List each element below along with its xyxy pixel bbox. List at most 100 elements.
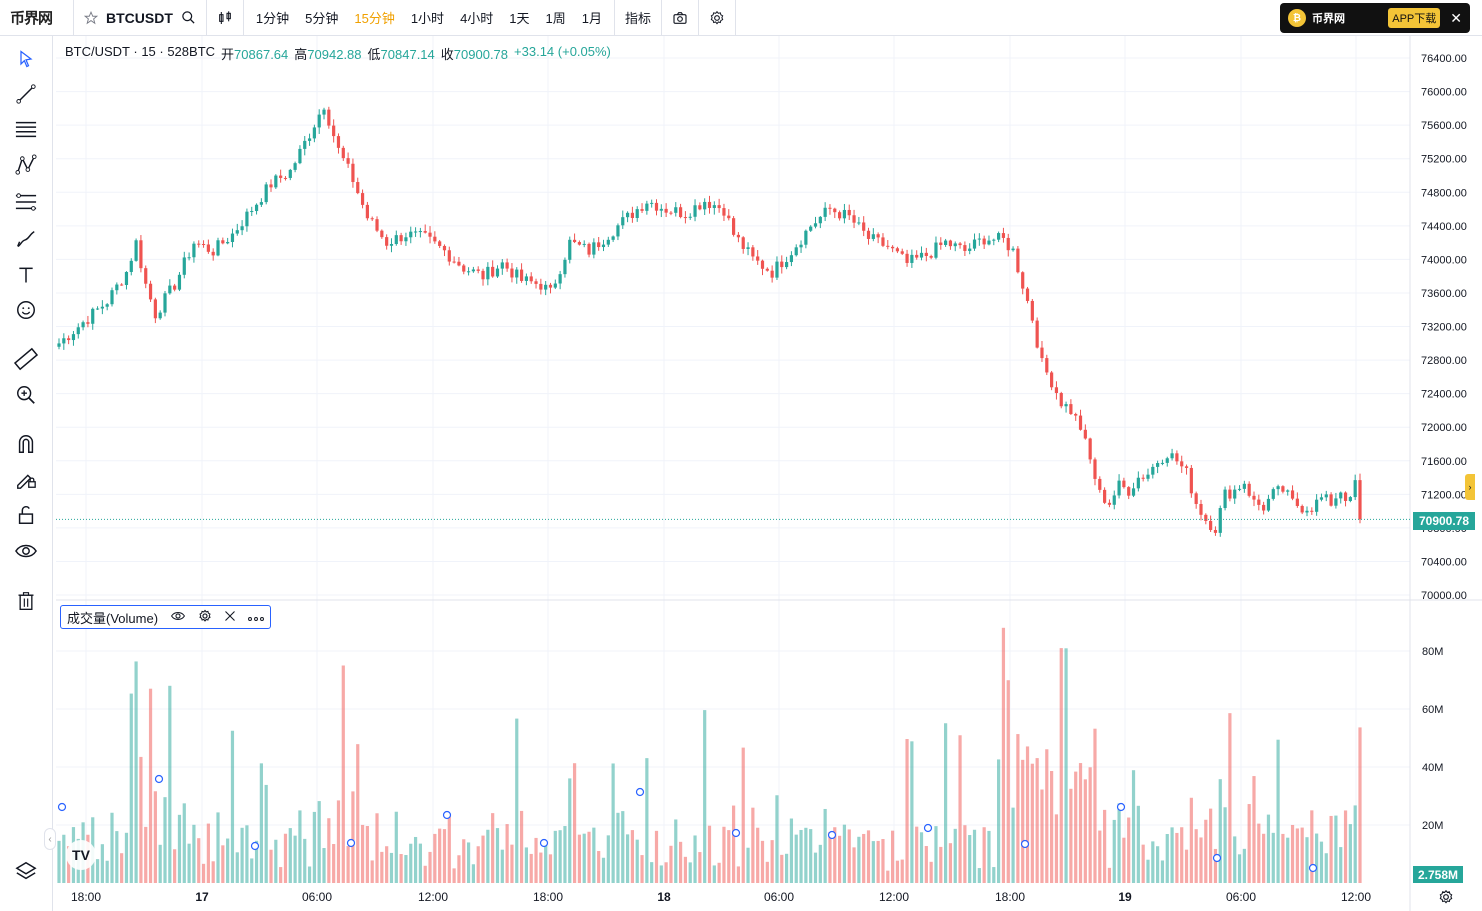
trend-line-tool[interactable] bbox=[13, 83, 39, 109]
event-marker[interactable] bbox=[346, 838, 356, 848]
event-marker[interactable] bbox=[1212, 853, 1222, 863]
interval-1m[interactable]: 1分钟 bbox=[255, 11, 290, 26]
expand-panel-button[interactable]: › bbox=[1465, 474, 1475, 500]
eye-icon[interactable] bbox=[170, 609, 186, 626]
candle-body bbox=[404, 237, 408, 242]
candle-body bbox=[746, 247, 750, 249]
app-download-button[interactable]: APP下载 bbox=[1388, 8, 1441, 28]
volume-bar bbox=[336, 800, 341, 883]
layers-tool[interactable] bbox=[13, 860, 39, 886]
volume-bar bbox=[486, 829, 490, 883]
emoji-tool[interactable] bbox=[13, 299, 39, 325]
indicators-button[interactable]: 指标 bbox=[615, 0, 663, 36]
event-marker[interactable] bbox=[442, 810, 452, 820]
zoom-tool[interactable] bbox=[13, 384, 39, 410]
collapse-toolbar-button[interactable]: ‹ bbox=[44, 828, 56, 850]
lock-all-tool[interactable] bbox=[13, 504, 39, 530]
volume-bar bbox=[862, 833, 866, 883]
app-download-banner[interactable]: ₿ 币界网 APP下载 ✕ bbox=[1280, 3, 1470, 33]
site-logo[interactable]: 币界网 bbox=[0, 0, 74, 36]
volume-bar bbox=[399, 854, 403, 883]
candle-body bbox=[288, 169, 292, 178]
event-marker[interactable] bbox=[635, 787, 645, 797]
volume-bar bbox=[688, 862, 692, 883]
interval-5m[interactable]: 5分钟 bbox=[305, 11, 339, 26]
candle-body bbox=[57, 343, 61, 347]
chart-type-button[interactable] bbox=[207, 0, 244, 36]
interval-1w[interactable]: 1周 bbox=[545, 11, 566, 26]
event-marker[interactable] bbox=[827, 830, 837, 840]
candle-body bbox=[1175, 453, 1179, 462]
magnet-tool[interactable] bbox=[13, 433, 39, 459]
search-icon[interactable] bbox=[181, 10, 196, 25]
candle-body bbox=[177, 274, 182, 290]
fib-tool[interactable] bbox=[13, 191, 39, 217]
visibility-tool[interactable] bbox=[13, 540, 39, 566]
interval-4h[interactable]: 4小时 bbox=[460, 11, 494, 26]
price-axis[interactable]: 76400.00 76000.00 75600.00 75200.00 74800.00… bbox=[1421, 53, 1467, 602]
remove-drawings-tool[interactable] bbox=[13, 590, 39, 616]
tradingview-logo[interactable]: TV bbox=[66, 840, 96, 870]
event-marker[interactable] bbox=[57, 802, 67, 812]
volume-bar bbox=[1021, 759, 1025, 883]
volume-bar bbox=[235, 852, 239, 883]
volume-bar bbox=[915, 826, 919, 883]
ruler-tool[interactable] bbox=[13, 347, 39, 374]
event-marker[interactable] bbox=[250, 841, 260, 851]
time-axis[interactable]: 18:00 17 06:00 12:00 18:00 18 06:00 12:00 18:00 1… bbox=[71, 890, 1371, 904]
lock-drawing-tool[interactable] bbox=[13, 468, 39, 494]
candle-body bbox=[972, 239, 977, 249]
candle-body bbox=[438, 241, 442, 246]
legend-title[interactable]: BTC/USDT · 15 · 528BTC bbox=[65, 44, 216, 59]
close-icon[interactable]: ✕ bbox=[1450, 9, 1462, 26]
volume-bar bbox=[221, 845, 225, 883]
volume-bar bbox=[1146, 859, 1150, 883]
event-marker[interactable] bbox=[1116, 802, 1126, 812]
event-marker[interactable] bbox=[1308, 863, 1318, 873]
volume-bar bbox=[693, 835, 697, 883]
event-marker[interactable] bbox=[539, 838, 549, 848]
volume-axis[interactable]: 80M 60M 40M 20M bbox=[1422, 646, 1443, 832]
event-marker[interactable] bbox=[154, 774, 164, 784]
event-marker[interactable] bbox=[923, 823, 933, 833]
volume-layer bbox=[57, 627, 1362, 883]
settings-button[interactable] bbox=[699, 0, 737, 36]
more-icon[interactable] bbox=[248, 610, 264, 625]
horizontal-lines-tool[interactable] bbox=[13, 118, 39, 144]
candle-body bbox=[987, 240, 991, 245]
chart-settings-button[interactable] bbox=[1438, 889, 1454, 910]
pattern-tool[interactable] bbox=[13, 153, 39, 180]
event-marker[interactable] bbox=[1020, 839, 1030, 849]
interval-1d[interactable]: 1天 bbox=[509, 11, 530, 26]
symbol-selector[interactable]: BTCUSDT bbox=[74, 0, 207, 36]
event-marker[interactable] bbox=[731, 828, 741, 838]
text-tool[interactable] bbox=[13, 264, 39, 290]
open-value: 70867.64 bbox=[234, 47, 289, 62]
price-chart[interactable]: 76400.00 76000.00 75600.00 75200.00 74800.00… bbox=[56, 36, 1482, 911]
candle-body bbox=[775, 261, 779, 278]
candle-body bbox=[1343, 492, 1348, 501]
candle-body bbox=[823, 207, 827, 217]
star-icon[interactable] bbox=[84, 10, 98, 25]
candle-body bbox=[876, 234, 880, 238]
volume-indicator-label[interactable]: 成交量(Volume) bbox=[60, 605, 272, 629]
interval-1h[interactable]: 1小时 bbox=[410, 11, 445, 26]
volume-bar bbox=[756, 827, 760, 883]
gear-icon[interactable] bbox=[198, 609, 212, 626]
volume-bar bbox=[703, 710, 707, 883]
candle-body bbox=[110, 290, 114, 305]
volume-bar bbox=[630, 830, 635, 883]
interval-1mo[interactable]: 1月 bbox=[581, 11, 602, 26]
volume-bar bbox=[1045, 749, 1049, 883]
cursor-tool[interactable] bbox=[13, 48, 39, 74]
brush-tool[interactable] bbox=[13, 228, 39, 254]
interval-15m[interactable]: 15分钟 bbox=[354, 11, 395, 26]
candle-body bbox=[1069, 404, 1073, 414]
screenshot-button[interactable] bbox=[662, 0, 700, 36]
volume-bar bbox=[192, 824, 196, 883]
close-icon[interactable] bbox=[224, 610, 236, 625]
candle-body bbox=[365, 204, 369, 219]
volume-bar bbox=[438, 828, 442, 883]
symbol-name[interactable]: BTCUSDT bbox=[106, 9, 173, 26]
time-tick-label: 12:00 bbox=[1341, 890, 1371, 904]
